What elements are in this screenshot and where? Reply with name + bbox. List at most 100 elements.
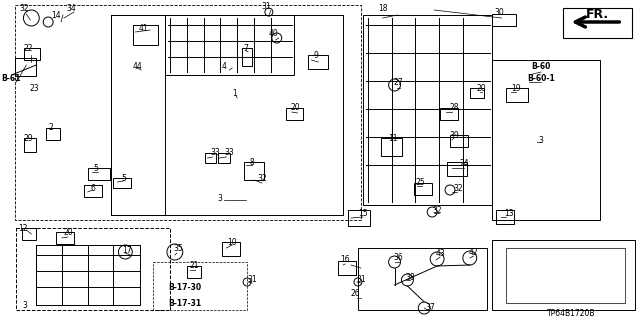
Text: FR.: FR. bbox=[586, 7, 609, 20]
Bar bbox=[470, 88, 484, 98]
Text: B-17-31: B-17-31 bbox=[168, 299, 202, 308]
Text: 2: 2 bbox=[49, 123, 54, 132]
Bar bbox=[358, 248, 486, 310]
Bar bbox=[111, 15, 165, 215]
Text: 39: 39 bbox=[449, 131, 459, 140]
Text: 21: 21 bbox=[190, 260, 200, 269]
Text: 16: 16 bbox=[340, 255, 350, 265]
Bar bbox=[414, 183, 432, 195]
Text: 3: 3 bbox=[539, 135, 543, 145]
Text: 34: 34 bbox=[66, 4, 76, 12]
Bar bbox=[218, 153, 230, 163]
Text: 22: 22 bbox=[24, 44, 33, 52]
Bar bbox=[506, 88, 528, 102]
Text: 11: 11 bbox=[388, 133, 397, 142]
Bar bbox=[244, 162, 264, 180]
Bar bbox=[113, 178, 131, 188]
Bar bbox=[506, 248, 625, 303]
Text: 28: 28 bbox=[449, 102, 459, 111]
Bar bbox=[447, 162, 467, 176]
Bar bbox=[15, 5, 361, 220]
Text: 32: 32 bbox=[453, 183, 463, 193]
Bar bbox=[36, 245, 140, 305]
Bar bbox=[381, 138, 403, 156]
Text: 38: 38 bbox=[406, 273, 415, 282]
Text: 31: 31 bbox=[356, 275, 365, 284]
Text: 5: 5 bbox=[121, 173, 126, 182]
Text: 12: 12 bbox=[19, 223, 28, 233]
Text: 41: 41 bbox=[138, 23, 148, 33]
Bar bbox=[497, 210, 515, 224]
Text: 1: 1 bbox=[232, 89, 237, 98]
Bar bbox=[84, 185, 102, 197]
Text: 17: 17 bbox=[122, 245, 132, 254]
Text: 23: 23 bbox=[29, 84, 39, 92]
Bar bbox=[17, 228, 170, 310]
Text: 42: 42 bbox=[469, 247, 479, 257]
Text: 36: 36 bbox=[394, 252, 403, 261]
Text: TP64B1720B: TP64B1720B bbox=[547, 308, 595, 317]
Text: 3: 3 bbox=[217, 194, 222, 203]
Bar bbox=[308, 55, 328, 69]
Bar bbox=[187, 266, 200, 278]
Bar bbox=[22, 228, 36, 240]
Text: B-17-30: B-17-30 bbox=[168, 284, 202, 292]
Text: B-60: B-60 bbox=[531, 61, 550, 70]
Text: 32: 32 bbox=[20, 4, 29, 12]
Text: 37: 37 bbox=[426, 303, 435, 313]
Text: 40: 40 bbox=[269, 28, 278, 37]
Text: 35: 35 bbox=[173, 244, 182, 252]
Text: 20: 20 bbox=[291, 102, 300, 111]
Text: 18: 18 bbox=[378, 4, 387, 12]
Text: 19: 19 bbox=[511, 84, 521, 92]
Bar bbox=[450, 135, 468, 147]
Text: 20: 20 bbox=[63, 228, 73, 236]
Text: 20: 20 bbox=[477, 84, 486, 92]
Bar bbox=[222, 242, 240, 256]
Text: 43: 43 bbox=[435, 249, 445, 258]
Bar bbox=[338, 261, 356, 275]
Text: 44: 44 bbox=[132, 61, 142, 70]
Bar bbox=[153, 262, 247, 310]
Bar bbox=[492, 14, 516, 26]
Text: B-61: B-61 bbox=[1, 74, 20, 83]
Bar bbox=[563, 8, 632, 38]
Bar bbox=[285, 108, 303, 120]
Text: 32: 32 bbox=[257, 173, 267, 182]
Text: 4: 4 bbox=[222, 61, 227, 70]
Bar bbox=[24, 138, 36, 152]
Text: B-60-1: B-60-1 bbox=[527, 74, 555, 83]
Text: 6: 6 bbox=[90, 183, 95, 193]
Text: 30: 30 bbox=[495, 7, 504, 17]
Text: 5: 5 bbox=[93, 164, 98, 172]
Bar bbox=[24, 48, 40, 60]
Text: 13: 13 bbox=[504, 209, 514, 218]
Bar bbox=[492, 60, 600, 220]
Bar bbox=[348, 210, 370, 226]
Bar bbox=[133, 25, 158, 45]
Text: 24: 24 bbox=[459, 158, 468, 167]
Text: 8: 8 bbox=[250, 157, 255, 166]
Bar bbox=[88, 168, 109, 180]
Bar bbox=[440, 108, 458, 120]
Text: 7: 7 bbox=[244, 44, 248, 52]
Text: 15: 15 bbox=[358, 209, 368, 218]
Bar bbox=[242, 48, 252, 66]
Bar bbox=[15, 58, 36, 76]
Text: 31: 31 bbox=[261, 2, 271, 11]
Text: 33: 33 bbox=[211, 148, 220, 156]
Text: 26: 26 bbox=[350, 289, 360, 298]
Text: 14: 14 bbox=[51, 11, 61, 20]
Text: 33: 33 bbox=[225, 148, 234, 156]
Bar bbox=[165, 15, 294, 75]
Text: 29: 29 bbox=[24, 133, 33, 142]
Bar bbox=[492, 240, 635, 310]
Bar bbox=[56, 232, 74, 244]
Bar bbox=[363, 15, 492, 205]
Text: 27: 27 bbox=[394, 77, 403, 86]
Bar bbox=[46, 128, 60, 140]
Text: 31: 31 bbox=[247, 275, 257, 284]
Text: 32: 32 bbox=[432, 205, 442, 214]
Text: 25: 25 bbox=[415, 178, 425, 187]
Text: 9: 9 bbox=[314, 51, 319, 60]
